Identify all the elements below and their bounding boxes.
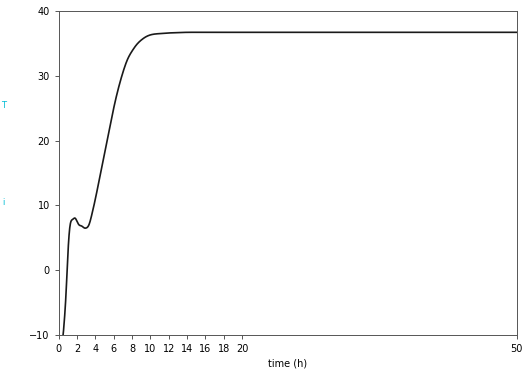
- X-axis label: time (h): time (h): [268, 358, 307, 368]
- Text: T: T: [1, 101, 6, 110]
- Text: i: i: [3, 198, 5, 207]
